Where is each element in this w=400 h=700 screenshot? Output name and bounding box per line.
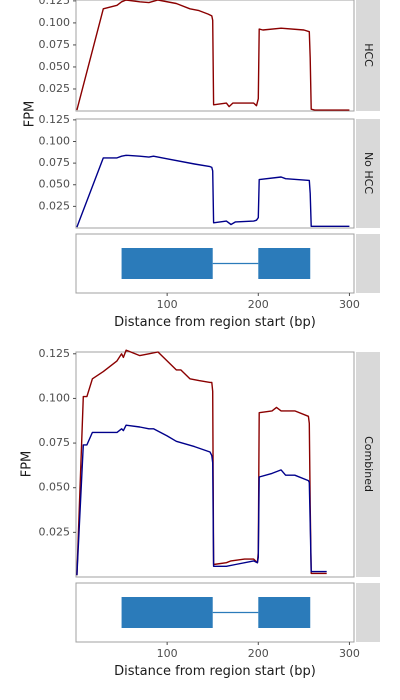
strip-no-hcc [356,119,380,228]
gene-model-top: 100 200 300 [75,233,380,311]
top-x-axis-title: Distance from region start (bp) [114,315,316,330]
panel-no-hcc-frame [75,118,355,229]
strip-hcc [356,0,380,111]
xtick-label-top-1: 200 [248,298,269,311]
panel-no-hcc: No HCC 0.025 0.050 0.075 0.100 0.125 [39,113,380,229]
ytick-label-hcc-4: 0.125 [39,0,71,7]
bottom-x-axis-title: Distance from region start (bp) [114,664,316,679]
gene-model-bottom-exon-2 [258,597,311,628]
ytick-label-no-hcc-2: 0.075 [39,156,71,169]
panel-no-hcc-yticks: 0.025 0.050 0.075 0.100 0.125 [39,113,76,212]
gene-model-top-exon-2 [258,248,311,279]
strip-no-hcc-label: No HCC [362,152,375,194]
gene-model-bottom: 100 200 300 [75,582,380,660]
bottom-y-axis-title: FPM [20,451,35,478]
ytick-label-combined-0: 0.025 [39,525,71,538]
strip-combined [356,352,380,577]
panel-hcc-frame [75,0,355,112]
ytick-label-combined-3: 0.100 [39,391,71,404]
panel-hcc: HCC 0.025 0.050 0.075 0.100 0.125 [39,0,380,112]
ytick-label-hcc-3: 0.100 [39,16,71,29]
ytick-label-combined-4: 0.125 [39,347,71,360]
ytick-label-hcc-0: 0.025 [39,82,71,95]
xtick-label-bottom-0: 100 [157,647,178,660]
series-hcc-line [76,0,350,111]
gene-model-top-xticks: 100 200 300 [157,293,360,311]
strip-hcc-label: HCC [362,43,375,67]
ytick-label-combined-1: 0.050 [39,481,71,494]
ytick-label-no-hcc-0: 0.025 [39,199,71,212]
xtick-label-bottom-1: 200 [248,647,269,660]
panel-combined-yticks: 0.025 0.050 0.075 0.100 0.125 [39,347,76,538]
ytick-label-no-hcc-1: 0.050 [39,178,71,191]
gene-model-top-strip [356,234,380,293]
gene-model-bottom-exon-1 [121,597,213,628]
gene-model-bottom-strip [356,583,380,642]
gene-model-top-frame [75,233,355,294]
top-y-axis-title: FPM [23,101,38,128]
panel-combined: Combined 0.025 0.050 0.075 0.100 0.125 [39,347,380,578]
gene-model-bottom-xticks: 100 200 300 [157,642,360,660]
ytick-label-hcc-1: 0.050 [39,60,71,73]
series-combined-hcc-line [76,349,327,576]
xtick-label-top-0: 100 [157,298,178,311]
panel-hcc-yticks: 0.025 0.050 0.075 0.100 0.125 [39,0,76,95]
gene-model-bottom-frame [75,582,355,643]
ytick-label-no-hcc-3: 0.100 [39,134,71,147]
xtick-label-top-2: 300 [339,298,360,311]
ytick-label-no-hcc-4: 0.125 [39,113,71,126]
gene-model-top-exon-1 [121,248,213,279]
series-combined-no-hcc-line [76,424,327,576]
ytick-label-combined-2: 0.075 [39,436,71,449]
panel-combined-frame [75,351,355,578]
strip-combined-label: Combined [362,436,375,492]
xtick-label-bottom-2: 300 [339,647,360,660]
ytick-label-hcc-2: 0.075 [39,38,71,51]
series-no-hcc-line [76,154,350,228]
